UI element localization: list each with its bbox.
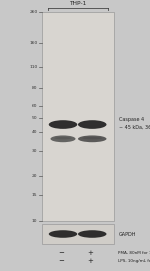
Text: 30: 30 [32,149,38,153]
Ellipse shape [49,120,77,129]
Text: LPS, 10ng/mL for 5hrs: LPS, 10ng/mL for 5hrs [118,259,150,263]
Text: 15: 15 [32,193,38,197]
FancyBboxPatch shape [42,224,114,244]
Text: PMA, 80nM for 16hrs: PMA, 80nM for 16hrs [118,251,150,254]
Ellipse shape [82,137,102,139]
Text: 160: 160 [29,41,38,45]
Text: 260: 260 [29,10,38,14]
Ellipse shape [78,120,106,129]
Text: 40: 40 [32,130,38,134]
Text: 110: 110 [29,65,38,69]
Text: 50: 50 [32,116,38,120]
Ellipse shape [78,230,106,238]
Ellipse shape [49,230,77,238]
FancyBboxPatch shape [42,12,114,221]
Text: 10: 10 [32,219,38,223]
Ellipse shape [53,232,73,235]
Ellipse shape [78,136,106,142]
Text: −: − [58,250,64,256]
Text: 20: 20 [32,175,38,179]
Ellipse shape [54,137,72,139]
Text: +: + [87,250,93,256]
Text: 80: 80 [32,86,38,90]
Text: +: + [87,258,93,264]
Ellipse shape [82,232,102,235]
Text: THP-1: THP-1 [69,1,87,6]
Text: 60: 60 [32,104,38,108]
Text: Caspase 4
~ 45 kDa, 36 kDa: Caspase 4 ~ 45 kDa, 36 kDa [119,117,150,129]
Text: −: − [58,258,64,264]
Text: GAPDH: GAPDH [118,231,136,237]
Ellipse shape [50,136,76,142]
Ellipse shape [53,122,73,125]
Ellipse shape [82,122,102,125]
